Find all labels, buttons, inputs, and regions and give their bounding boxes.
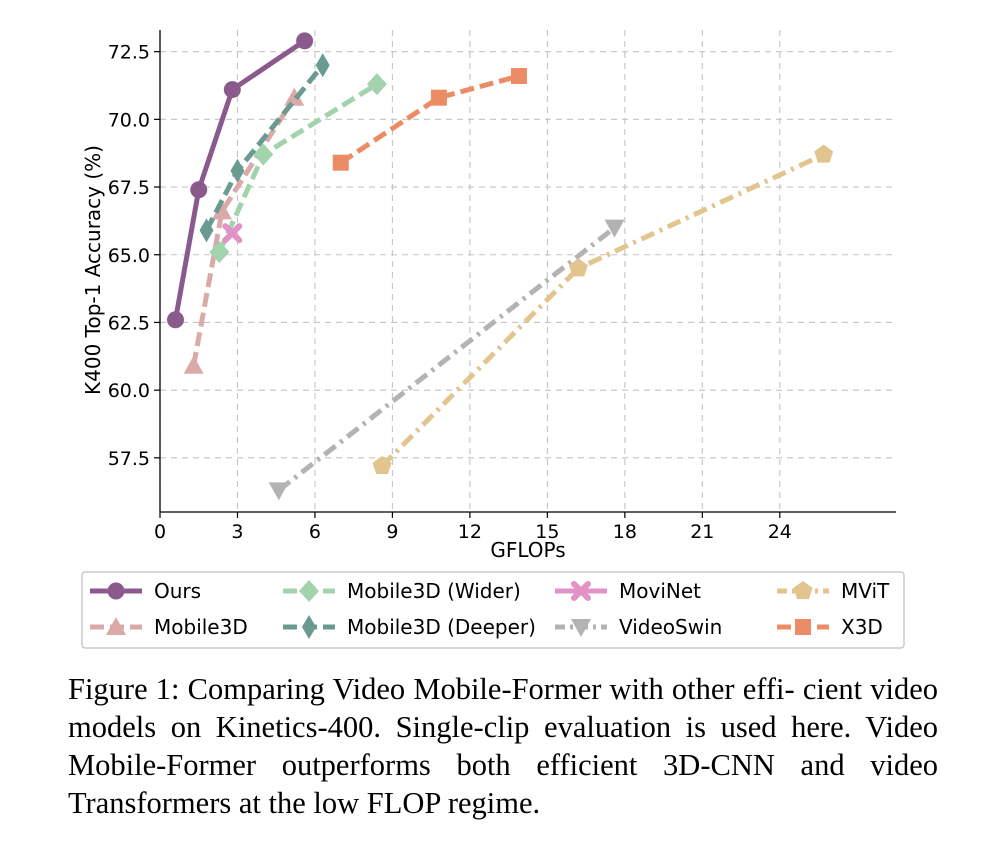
legend-marker bbox=[571, 619, 591, 637]
legend-entry: Mobile3D (Deeper) bbox=[283, 615, 536, 639]
data-point bbox=[366, 73, 387, 96]
data-point bbox=[430, 89, 447, 106]
x-tick-label: 12 bbox=[458, 521, 482, 543]
x-axis-label: GFLOPs bbox=[490, 538, 565, 562]
series-mvit bbox=[372, 144, 834, 475]
axes: 0 3 6 9 12 15 18 21 24 57.5 60.0 62.5 65.0 67.5 70.0 72… bbox=[108, 30, 896, 543]
data-point bbox=[510, 68, 527, 85]
legend-entry: VideoSwin bbox=[555, 615, 722, 639]
x-tick-label: 18 bbox=[613, 521, 637, 543]
caption-line: Figure 1: Comparing Video Mobile-Former … bbox=[68, 672, 795, 706]
legend-label: MoviNet bbox=[619, 579, 701, 603]
data-point bbox=[332, 154, 349, 171]
y-tick-label: 65.0 bbox=[108, 245, 150, 267]
y-tick-label: 57.5 bbox=[108, 448, 150, 470]
legend-entry: Mobile3D bbox=[90, 615, 248, 639]
x-tick-label: 21 bbox=[690, 521, 714, 543]
y-axis-label: K400 Top-1 Accuracy (%) bbox=[81, 145, 105, 395]
x-tick-label: 15 bbox=[535, 521, 559, 543]
legend-label: X3D bbox=[841, 615, 883, 639]
series-videoswin bbox=[268, 219, 625, 501]
x-tick-label: 3 bbox=[231, 521, 243, 543]
legend-marker bbox=[795, 619, 811, 635]
x-tick-label: 0 bbox=[154, 521, 166, 543]
data-point bbox=[190, 181, 208, 199]
figure-caption: Figure 1: Comparing Video Mobile-Former … bbox=[68, 670, 938, 822]
data-point bbox=[230, 158, 245, 183]
legend-marker bbox=[107, 582, 125, 600]
data-point bbox=[223, 81, 241, 99]
data-point bbox=[604, 219, 625, 238]
data-point bbox=[315, 53, 330, 78]
legend-label: Mobile3D bbox=[154, 615, 248, 639]
y-tick-label: 62.5 bbox=[108, 312, 150, 334]
series-mobile3d-deeper bbox=[199, 53, 330, 243]
accuracy-vs-gflops-chart: 0 3 6 9 12 15 18 21 24 57.5 60.0 62.5 65.0 67.5 70.0 72… bbox=[81, 30, 905, 649]
caption-line: 3D-CNN and video Transformers at the low… bbox=[68, 748, 938, 820]
data-point bbox=[211, 201, 232, 220]
series-line bbox=[277, 225, 617, 493]
legend-marker bbox=[299, 580, 319, 602]
series-line bbox=[173, 38, 307, 321]
legend-label: MViT bbox=[841, 579, 890, 603]
legend-entry: MViT bbox=[777, 579, 890, 603]
data-point bbox=[199, 218, 214, 243]
y-tick-label: 67.5 bbox=[108, 177, 150, 199]
series-line bbox=[217, 82, 379, 254]
x-tick-label: 6 bbox=[309, 521, 321, 543]
series-line bbox=[339, 73, 520, 165]
plot-series bbox=[166, 32, 834, 501]
series-mobile3d bbox=[183, 87, 305, 374]
legend-marker bbox=[571, 581, 591, 601]
data-point bbox=[209, 241, 230, 264]
data-point bbox=[372, 455, 392, 475]
data-point bbox=[296, 32, 314, 50]
legend-label: Mobile3D (Wider) bbox=[347, 579, 521, 603]
data-point bbox=[222, 223, 243, 244]
y-tick-label: 70.0 bbox=[108, 109, 150, 131]
legend-marker bbox=[106, 617, 126, 635]
series-movinet bbox=[222, 223, 243, 244]
grid-lines bbox=[159, 30, 896, 512]
data-point bbox=[568, 258, 588, 277]
series-mobile3d-wider bbox=[209, 73, 387, 264]
y-tick-label: 60.0 bbox=[108, 380, 150, 402]
legend-marker bbox=[302, 615, 316, 639]
data-point bbox=[268, 482, 289, 501]
series-line bbox=[191, 96, 297, 367]
data-point bbox=[166, 311, 184, 329]
legend-entry: Mobile3D (Wider) bbox=[283, 579, 521, 603]
legend-label: Mobile3D (Deeper) bbox=[347, 615, 536, 639]
series-x3d bbox=[332, 68, 527, 171]
caption-line: cient video models on Kinetics-400. Sing… bbox=[68, 672, 938, 744]
data-point bbox=[814, 144, 834, 163]
legend-label: Ours bbox=[154, 579, 201, 603]
legend-entry: MoviNet bbox=[555, 579, 701, 603]
legend-entry: X3D bbox=[777, 615, 883, 639]
y-tick-label: 72.5 bbox=[108, 42, 150, 64]
data-point bbox=[253, 143, 274, 166]
series-ours bbox=[166, 32, 314, 329]
caption-line: used here. Video Mobile-Former outperfor… bbox=[68, 710, 938, 782]
legend: Ours Mobile3D Mobile3D (Wider) Mobile3D (De… bbox=[81, 571, 905, 649]
x-tick-label: 24 bbox=[768, 521, 792, 543]
x-tick-label: 9 bbox=[386, 521, 398, 543]
series-line bbox=[380, 152, 825, 468]
data-point bbox=[183, 355, 204, 374]
legend-entry: Ours bbox=[90, 579, 201, 603]
legend-label: VideoSwin bbox=[619, 615, 722, 639]
legend-marker bbox=[793, 581, 813, 600]
